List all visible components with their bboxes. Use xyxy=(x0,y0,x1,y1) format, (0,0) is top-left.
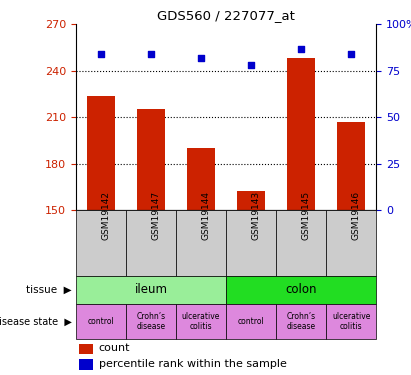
Bar xyxy=(287,58,315,210)
Point xyxy=(298,45,304,51)
Text: tissue  ▶: tissue ▶ xyxy=(26,285,72,295)
Bar xyxy=(226,276,376,304)
Bar xyxy=(87,96,115,210)
Text: GSM19144: GSM19144 xyxy=(201,191,210,240)
Text: colon: colon xyxy=(285,283,317,296)
Bar xyxy=(226,304,276,339)
Title: GDS560 / 227077_at: GDS560 / 227077_at xyxy=(157,9,295,22)
Point xyxy=(348,51,354,57)
Text: GSM19143: GSM19143 xyxy=(251,190,260,240)
Point xyxy=(98,51,104,57)
Text: Crohn’s
disease: Crohn’s disease xyxy=(136,312,166,331)
Bar xyxy=(76,304,126,339)
Text: GSM19147: GSM19147 xyxy=(151,190,160,240)
Text: control: control xyxy=(238,317,264,326)
Text: ileum: ileum xyxy=(134,283,168,296)
Bar xyxy=(326,210,376,276)
Bar xyxy=(126,304,176,339)
Text: count: count xyxy=(99,343,130,353)
Text: GSM19142: GSM19142 xyxy=(101,191,110,240)
Bar xyxy=(126,210,176,276)
Bar xyxy=(276,304,326,339)
Bar xyxy=(79,344,92,354)
Text: GSM19145: GSM19145 xyxy=(301,190,310,240)
Bar xyxy=(187,148,215,210)
Bar xyxy=(237,191,265,210)
Bar xyxy=(76,276,226,304)
Bar xyxy=(76,210,126,276)
Bar xyxy=(137,110,165,210)
Text: percentile rank within the sample: percentile rank within the sample xyxy=(99,359,286,369)
Point xyxy=(198,55,204,61)
Bar xyxy=(176,210,226,276)
Bar xyxy=(226,210,276,276)
Text: ulcerative
colitis: ulcerative colitis xyxy=(332,312,370,331)
Bar xyxy=(337,122,365,210)
Bar xyxy=(326,304,376,339)
Text: GSM19146: GSM19146 xyxy=(351,190,360,240)
Text: Crohn’s
disease: Crohn’s disease xyxy=(286,312,316,331)
Bar xyxy=(276,210,326,276)
Text: ulcerative
colitis: ulcerative colitis xyxy=(182,312,220,331)
Point xyxy=(248,62,254,68)
Point xyxy=(148,51,155,57)
Text: control: control xyxy=(88,317,114,326)
Text: disease state  ▶: disease state ▶ xyxy=(0,316,72,327)
Bar xyxy=(79,360,92,370)
Bar xyxy=(176,304,226,339)
